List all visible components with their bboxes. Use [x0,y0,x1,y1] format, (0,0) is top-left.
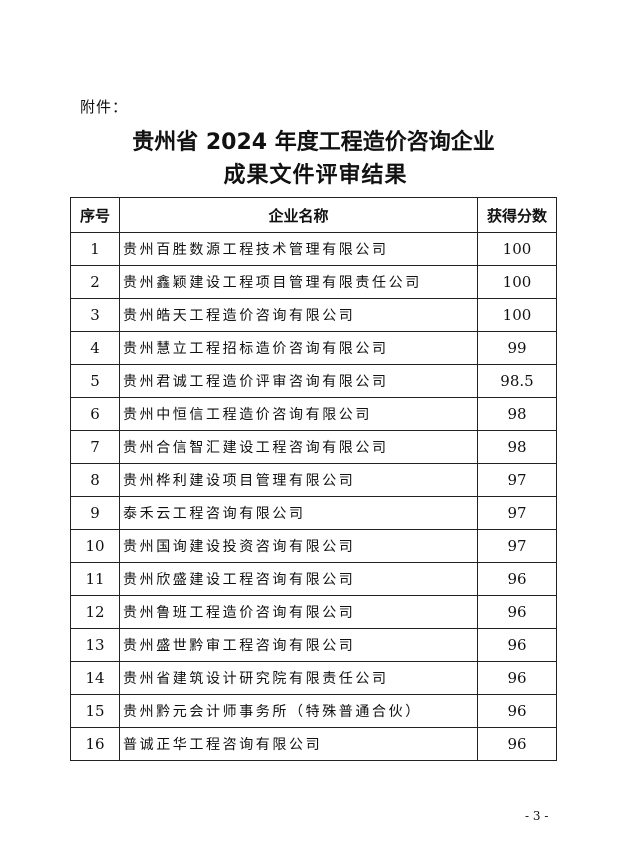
row-number: 15 [70,694,120,728]
company-name: 贵州鑫颖建设工程项目管理有限责任公司 [119,265,478,299]
score: 96 [477,595,557,629]
table-row: 1 贵州百胜数源工程技术管理有限公司 100 [70,232,557,266]
table-row: 10 贵州国询建设投资咨询有限公司 97 [70,529,557,563]
row-number: 6 [70,397,120,431]
row-number: 4 [70,331,120,365]
company-name: 泰禾云工程咨询有限公司 [119,496,478,530]
company-name: 贵州鲁班工程造价咨询有限公司 [119,595,478,629]
table-row: 11 贵州欣盛建设工程咨询有限公司 96 [70,562,557,596]
table-row: 4 贵州慧立工程招标造价咨询有限公司 99 [70,331,557,365]
company-name: 贵州黔元会计师事务所（特殊普通合伙） [119,694,478,728]
company-name: 贵州欣盛建设工程咨询有限公司 [119,562,478,596]
row-number: 3 [70,298,120,332]
table-row: 12 贵州鲁班工程造价咨询有限公司 96 [70,595,557,629]
row-number: 12 [70,595,120,629]
document-title-line1: 贵州省 2024 年度工程造价咨询企业 [132,130,495,155]
table-row: 13 贵州盛世黔审工程咨询有限公司 96 [70,628,557,662]
score: 96 [477,628,557,662]
table-row: 3 贵州皓天工程造价咨询有限公司 100 [70,298,557,332]
company-name: 贵州合信智汇建设工程咨询有限公司 [119,430,478,464]
table-row: 7 贵州合信智汇建设工程咨询有限公司 98 [70,430,557,464]
table-row: 15 贵州黔元会计师事务所（特殊普通合伙） 96 [70,694,557,728]
table-row: 14 贵州省建筑设计研究院有限责任公司 96 [70,661,557,695]
results-table: 序号 企业名称 获得分数 1 贵州百胜数源工程技术管理有限公司 100 2 贵州鑫颖建设… [70,197,557,761]
row-number: 5 [70,364,120,398]
row-number: 2 [70,265,120,299]
row-number: 10 [70,529,120,563]
row-number: 8 [70,463,120,497]
score: 100 [477,298,557,332]
row-number: 13 [70,628,120,662]
company-name: 贵州省建筑设计研究院有限责任公司 [119,661,478,695]
company-name: 贵州桦利建设项目管理有限公司 [119,463,478,497]
score: 100 [477,265,557,299]
table-row: 9 泰禾云工程咨询有限公司 97 [70,496,557,530]
score: 97 [477,496,557,530]
company-name: 贵州国询建设投资咨询有限公司 [119,529,478,563]
company-name: 贵州中恒信工程造价咨询有限公司 [119,397,478,431]
table-row: 16 普诚正华工程咨询有限公司 96 [70,727,557,761]
table-row: 2 贵州鑫颖建设工程项目管理有限责任公司 100 [70,265,557,299]
score: 97 [477,463,557,497]
header-number: 序号 [70,197,120,233]
header-company-name: 企业名称 [119,197,478,233]
attachment-label: 附件： [80,98,129,116]
score: 96 [477,694,557,728]
company-name: 普诚正华工程咨询有限公司 [119,727,478,761]
company-name: 贵州君诚工程造价评审咨询有限公司 [119,364,478,398]
score: 96 [477,562,557,596]
header-score: 获得分数 [477,197,557,233]
row-number: 9 [70,496,120,530]
table-header-row: 序号 企业名称 获得分数 [70,197,557,233]
row-number: 11 [70,562,120,596]
score: 98.5 [477,364,557,398]
score: 100 [477,232,557,266]
score: 97 [477,529,557,563]
score: 98 [477,430,557,464]
row-number: 1 [70,232,120,266]
page-number: - 3 - [525,809,549,823]
table-row: 8 贵州桦利建设项目管理有限公司 97 [70,463,557,497]
table-row: 6 贵州中恒信工程造价咨询有限公司 98 [70,397,557,431]
score: 96 [477,661,557,695]
document-title-line2: 成果文件评审结果 [223,163,408,188]
company-name: 贵州慧立工程招标造价咨询有限公司 [119,331,478,365]
company-name: 贵州皓天工程造价咨询有限公司 [119,298,478,332]
row-number: 7 [70,430,120,464]
score: 99 [477,331,557,365]
row-number: 14 [70,661,120,695]
company-name: 贵州盛世黔审工程咨询有限公司 [119,628,478,662]
row-number: 16 [70,727,120,761]
company-name: 贵州百胜数源工程技术管理有限公司 [119,232,478,266]
score: 96 [477,727,557,761]
score: 98 [477,397,557,431]
table-row: 5 贵州君诚工程造价评审咨询有限公司 98.5 [70,364,557,398]
